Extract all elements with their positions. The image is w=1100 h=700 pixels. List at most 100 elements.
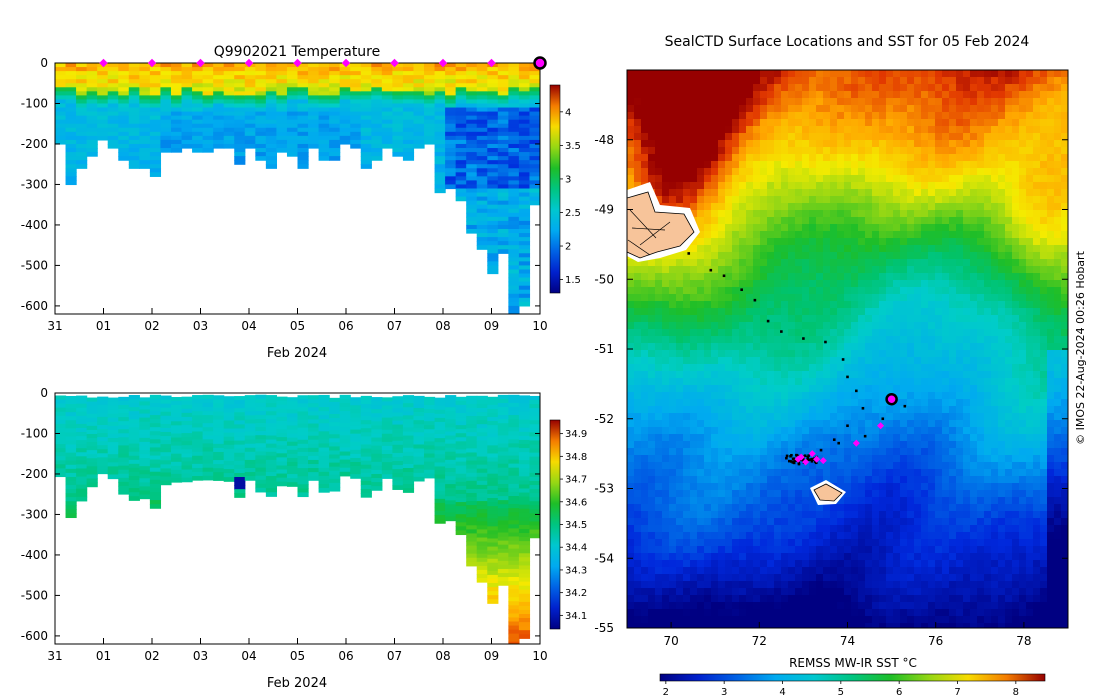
track-point: [787, 459, 791, 463]
track-point: [793, 459, 796, 462]
temperature-y-ticks: 0 -100 -200 -300 -400 -500 -600: [21, 56, 540, 313]
track-point: [687, 252, 691, 255]
map-y-tick-label: -52: [594, 412, 614, 426]
temperature-y-tick-label: -500: [21, 258, 48, 272]
temperature-x-tick-label: 05: [290, 319, 305, 333]
temperature-y-tick-label: -600: [21, 299, 48, 313]
temperature-colorbar: [549, 84, 561, 294]
track-point: [861, 406, 865, 410]
temperature-x-tick-label: 03: [193, 319, 208, 333]
temperature-y-tick-label: -300: [21, 177, 48, 191]
temperature-surface-markers: [99, 56, 547, 70]
map-colorbar-tick-label: 3: [721, 687, 727, 698]
land-masses: [627, 182, 846, 505]
colorbar-tick-label: 34.3: [565, 565, 587, 576]
track-point: [846, 375, 849, 379]
colorbar-tick-label: 2: [565, 242, 571, 253]
track-point: [814, 460, 817, 464]
track-point: [802, 337, 805, 340]
surface-marker: [487, 58, 496, 68]
track-point: [803, 454, 807, 458]
map-x-ticks: 70 72 74 76 78: [663, 622, 1032, 648]
track-point: [792, 457, 796, 460]
track-point: [863, 434, 867, 438]
colorbar-tick-label: 2.5: [565, 208, 581, 219]
temperature-x-tick-label: 10: [532, 319, 547, 333]
temperature-x-tick-label: 09: [484, 319, 499, 333]
map-colorbar-tick-label: 5: [838, 687, 844, 698]
map-x-tick-label: 72: [752, 634, 767, 648]
track-point: [789, 460, 793, 463]
track-point: [722, 274, 726, 278]
temperature-x-tick-label: 31: [47, 319, 62, 333]
salinity-x-tick-label: 02: [144, 649, 159, 663]
temperature-y-tick-label: -400: [21, 218, 48, 232]
temperature-colorbar-ticks: 1.5 2 2.5 3 3.5 4: [560, 107, 581, 286]
colorbar-tick-label: 4: [565, 107, 571, 118]
track-point: [810, 459, 814, 463]
salinity-x-tick-label: 09: [484, 649, 499, 663]
salinity-xlabel: Feb 2024: [267, 676, 327, 691]
track-point: [810, 457, 814, 461]
temperature-x-tick-label: 02: [144, 319, 159, 333]
track-point: [791, 461, 795, 464]
track-point: [795, 454, 799, 457]
track-point: [807, 454, 810, 457]
current-profile-marker: [533, 56, 547, 70]
track-point: [801, 458, 805, 462]
heard-island: [813, 483, 843, 502]
track-point: [792, 461, 796, 465]
map-colorbar-tick-label: 8: [1013, 687, 1019, 698]
map-x-tick-label: 74: [840, 634, 855, 648]
colorbar-tick-label: 34.5: [565, 520, 587, 531]
salinity-x-tick-label: 08: [435, 649, 450, 663]
sst-map-panel: SealCTD Surface Locations and SST for 05…: [594, 34, 1087, 698]
salinity-x-ticks: 31 01 02 03 04 05 06 07 08 09 10: [47, 638, 548, 663]
track-point: [819, 448, 823, 452]
track-point: [797, 461, 801, 465]
kerguelen-island: [627, 191, 695, 259]
seal-track: [687, 252, 907, 466]
temperature-x-tick-label: 06: [338, 319, 353, 333]
salinity-x-tick-label: 04: [241, 649, 256, 663]
temperature-x-ticks: 31 01 02 03 04 05 06 07 08 09 10: [47, 308, 548, 333]
kerguelen-coastline: [627, 209, 671, 256]
surface-marker: [438, 58, 448, 68]
salinity-y-ticks: 0 -100 -200 -300 -400 -500 -600: [21, 386, 540, 643]
current-position-marker: [885, 392, 898, 406]
watermark: © IMOS 22-Aug-2024 00:26 Hobart: [1074, 250, 1087, 444]
temperature-title: Q9902021 Temperature: [214, 44, 381, 60]
temperature-y-tick-label: -200: [21, 137, 48, 151]
daily-position-marker: [813, 455, 821, 463]
track-point: [846, 424, 849, 428]
map-x-tick-label: 78: [1016, 634, 1031, 648]
map-y-ticks: -48 -49 -50 -51 -52 -53 -54 -55: [594, 133, 1068, 635]
colorbar-tick-label: 34.2: [565, 588, 587, 599]
colorbar-tick-label: 34.9: [565, 429, 587, 440]
map-colorbar-ticks: 2 3 4 5 6 7 8: [663, 681, 1019, 698]
map-y-tick-label: -48: [594, 133, 614, 147]
map-y-tick-label: -51: [594, 342, 614, 356]
surface-marker: [99, 58, 108, 68]
track-point: [753, 298, 757, 302]
colorbar-tick-label: 3.5: [565, 141, 581, 152]
salinity-y-tick-label: 0: [40, 386, 48, 400]
colorbar-tick-label: 34.4: [565, 543, 587, 554]
salinity-y-tick-label: -500: [21, 588, 48, 602]
daily-position-marker: [852, 439, 860, 447]
surface-marker: [244, 58, 254, 68]
temperature-y-tick-label: -100: [21, 96, 48, 110]
temperature-x-tick-label: 07: [387, 319, 402, 333]
track-point: [740, 288, 743, 292]
temperature-x-tick-label: 01: [96, 319, 111, 333]
track-point: [881, 417, 885, 421]
map-y-tick-label: -54: [594, 551, 614, 565]
map-colorbar-tick-label: 2: [663, 687, 669, 698]
colorbar-tick-label: 34.8: [565, 452, 587, 463]
salinity-y-tick-label: -200: [21, 467, 48, 481]
temperature-panel: Q9902021 Temperature 31 01 02 03 04 05 06 07 08 0…: [21, 44, 581, 361]
salinity-y-tick-label: -300: [21, 507, 48, 521]
salinity-x-tick-label: 10: [532, 649, 547, 663]
colorbar-tick-label: 34.1: [565, 611, 587, 622]
surface-marker: [293, 58, 302, 68]
